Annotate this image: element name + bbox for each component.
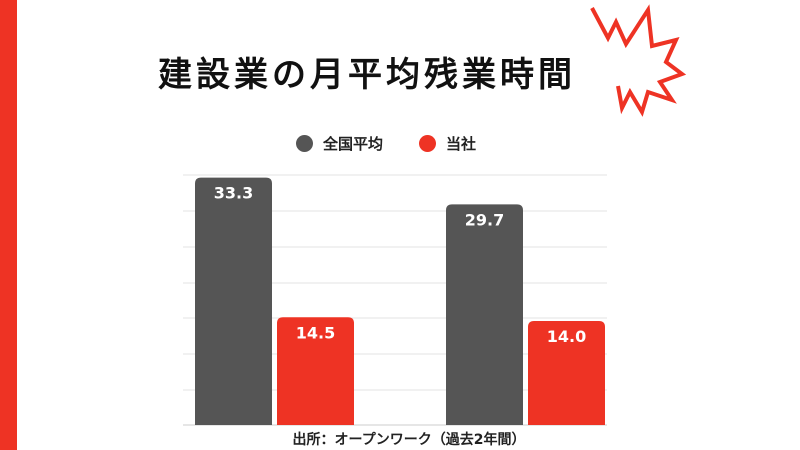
bar-company-1	[277, 317, 354, 425]
legend-label-company: 当社	[446, 134, 477, 153]
legend-swatch-national	[296, 134, 313, 152]
legend-label-national: 全国平均	[323, 134, 384, 153]
bar-company-2	[528, 321, 605, 425]
data-label-national-1: 33.3	[214, 184, 253, 203]
burst-decoration-icon	[590, 4, 687, 117]
left-accent-bar	[0, 0, 17, 450]
legend-item-national: 全国平均	[296, 133, 383, 154]
data-label-national-2: 29.7	[465, 210, 504, 229]
data-label-company-1: 14.5	[296, 323, 335, 342]
chart-legend: 全国平均 当社	[296, 130, 512, 156]
legend-swatch-company	[419, 134, 437, 152]
source-note: 出所：オープンワーク（過去2年間）	[292, 432, 526, 448]
chart-title: 建設業の月平均残業時間	[158, 55, 576, 95]
legend-item-company: 当社	[419, 133, 476, 154]
bar-national-2	[446, 204, 523, 425]
data-label-company-2: 14.0	[547, 327, 586, 346]
bar-national-1	[195, 177, 272, 425]
